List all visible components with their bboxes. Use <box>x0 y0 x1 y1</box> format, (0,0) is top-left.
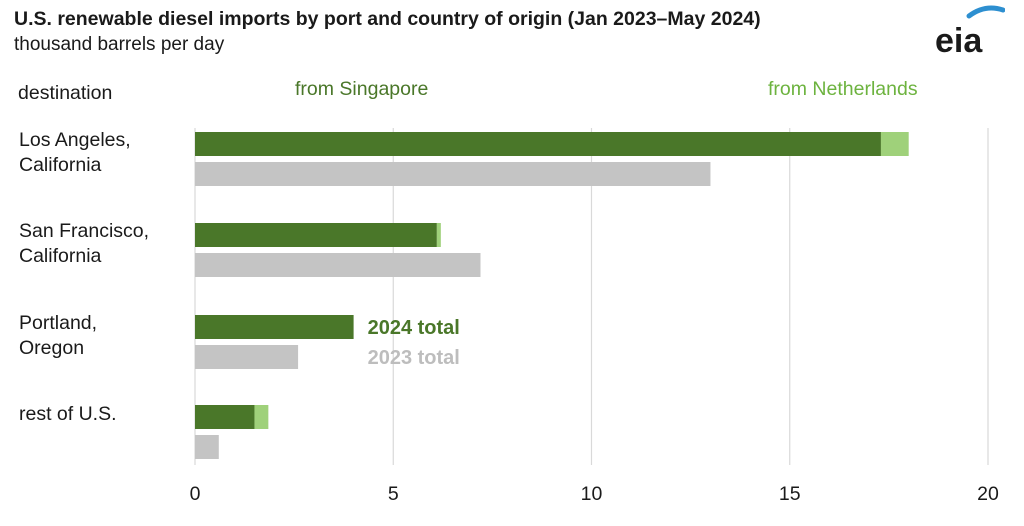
x-tick-label: 15 <box>779 483 801 505</box>
chart-subtitle: thousand barrels per day <box>14 34 225 55</box>
legend-netherlands: from Netherlands <box>768 78 918 100</box>
bar-singapore <box>195 223 437 247</box>
bar-singapore <box>195 132 881 156</box>
category-label: Portland, Oregon <box>19 312 98 359</box>
x-tick-label: 10 <box>581 483 603 505</box>
category-label: rest of U.S. <box>19 403 117 425</box>
logo-text: eia <box>935 22 983 58</box>
x-tick-label: 20 <box>977 483 999 505</box>
chart-title: U.S. renewable diesel imports by port an… <box>14 8 761 30</box>
bar-2023-total <box>195 345 299 369</box>
bar-netherlands <box>436 223 441 247</box>
category-label: San Francisco, California <box>19 220 150 267</box>
logo-arc <box>966 5 1005 19</box>
bar-singapore <box>195 315 354 339</box>
label-2024-total: 2024 total <box>368 317 460 339</box>
category-label: Los Angeles, California <box>19 129 131 176</box>
destination-heading: destination <box>18 82 113 104</box>
label-2023-total: 2023 total <box>368 347 460 369</box>
x-tick-label: 0 <box>190 483 201 505</box>
bar-2023-total <box>195 435 219 459</box>
bar-2023-total <box>195 162 711 186</box>
eia-logo: eia <box>935 5 1005 58</box>
bar-singapore <box>195 405 255 429</box>
legend-singapore: from Singapore <box>295 78 429 100</box>
x-tick-label: 5 <box>388 483 399 505</box>
bar-netherlands <box>254 405 269 429</box>
bar-netherlands <box>880 132 909 156</box>
bar-2023-total <box>195 253 481 277</box>
